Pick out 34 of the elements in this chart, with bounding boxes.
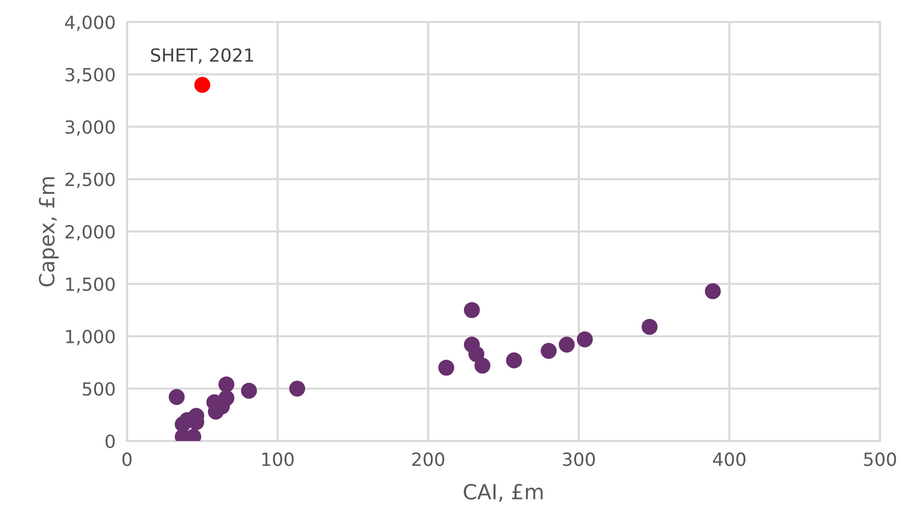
point: [438, 360, 454, 376]
point: [218, 390, 234, 406]
x-tick-label: 100: [262, 452, 294, 466]
point: [474, 358, 490, 374]
x-tick-label: 500: [864, 452, 896, 466]
point: [642, 318, 658, 335]
point: [194, 76, 210, 93]
point: [218, 376, 234, 392]
y-axis-title: Capex, £m: [38, 177, 59, 286]
x-tick-label: 400: [713, 452, 746, 466]
point: [241, 382, 257, 399]
x-tick-label: 0: [122, 452, 132, 466]
y-tick-label: 500: [82, 382, 115, 396]
annotation: SHET, 2021: [151, 48, 254, 64]
x-tick-label: 300: [562, 452, 595, 466]
point: [576, 331, 593, 348]
point: [506, 352, 522, 368]
y-tick-label: 2,000: [66, 224, 115, 240]
y-tick-label: 2,500: [66, 172, 115, 188]
x-tick-label: 200: [412, 452, 444, 466]
y-tick-label: 1,000: [66, 330, 115, 346]
point: [289, 380, 306, 397]
point: [540, 342, 557, 359]
y-tick-label: 4,000: [65, 15, 115, 31]
y-tick-label: 3,000: [66, 120, 115, 136]
point: [468, 346, 484, 362]
y-tick-label: 3,500: [66, 68, 115, 84]
x-axis-title: CAI, £m: [464, 484, 543, 502]
y-tick-label: 1,500: [66, 277, 115, 293]
y-tick-label: 0: [106, 434, 115, 448]
point: [558, 336, 575, 353]
point: [704, 283, 721, 300]
point: [464, 302, 480, 318]
point: [168, 389, 185, 405]
